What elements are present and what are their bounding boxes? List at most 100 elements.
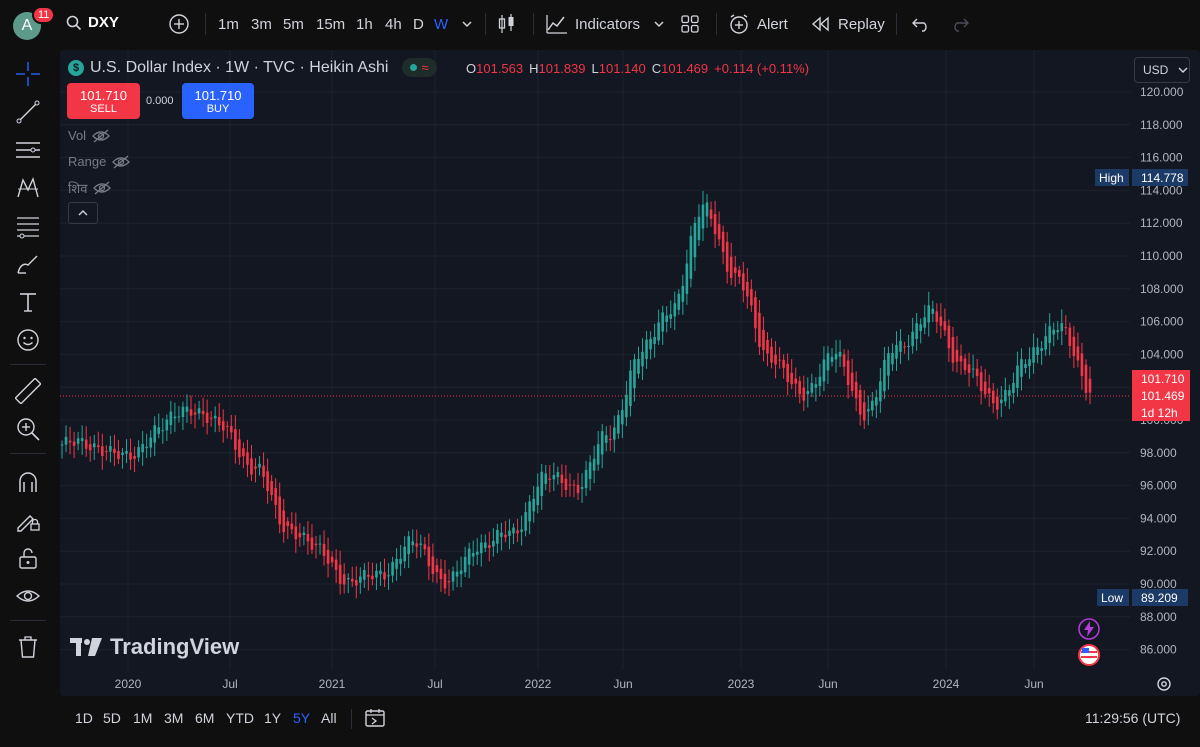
study-custom[interactable]: शिव [68, 179, 112, 197]
symbol-search[interactable]: DXY [66, 14, 119, 31]
lock-drawing-tool[interactable] [14, 506, 42, 534]
candle-body [270, 481, 273, 495]
ruler-tool[interactable] [14, 377, 42, 405]
remove-drawings-tool[interactable] [14, 633, 42, 661]
price-chart[interactable]: 120.000 118.000 116.000 114.000 112.000 110.0… [60, 50, 1200, 696]
unlock-icon [19, 548, 37, 569]
candle-body [258, 463, 261, 468]
range-ytd[interactable]: YTD [226, 710, 254, 726]
candle-body [262, 465, 265, 477]
candle-body [431, 556, 435, 574]
candle-body [629, 370, 632, 406]
layouts-button[interactable] [680, 12, 700, 36]
chart-legend: $ U.S. Dollar Index · 1W · TVC · Heikin … [68, 58, 437, 77]
range-1m[interactable]: 1M [133, 710, 153, 726]
interval-1h[interactable]: 1h [356, 15, 373, 33]
candle-body [983, 381, 987, 395]
candle-body [479, 542, 483, 554]
pattern-tool[interactable] [14, 174, 42, 202]
alert-button[interactable]: Alert [728, 12, 788, 36]
currency-selector[interactable]: USD [1134, 57, 1190, 83]
magnet-tool[interactable] [14, 468, 42, 496]
candle-body [681, 285, 685, 302]
emoji-tool[interactable] [14, 326, 42, 354]
candle-body [911, 331, 914, 347]
collapse-studies-button[interactable] [68, 202, 98, 224]
fib-tool[interactable] [14, 212, 42, 240]
indicators-button[interactable]: Indicators [546, 12, 640, 36]
zoom-tool[interactable] [14, 415, 42, 443]
text-tool[interactable] [14, 288, 42, 316]
interval-15m[interactable]: 15m [316, 15, 346, 33]
eye-off-icon[interactable] [93, 181, 112, 195]
text-icon [20, 293, 36, 312]
interval-1m[interactable]: 1m [218, 15, 239, 33]
candle-body [193, 412, 197, 415]
range-all[interactable]: All [321, 710, 337, 726]
price-tick-label: 94.000 [1140, 511, 1177, 525]
candle-body [927, 305, 931, 323]
candle-body [359, 576, 362, 583]
candle-body [153, 425, 157, 443]
legend-title[interactable]: U.S. Dollar Index · 1W · TVC · Heikin As… [90, 58, 389, 76]
lightning-icon[interactable] [1077, 617, 1101, 641]
candle-body [1016, 365, 1019, 388]
lock-all-tool[interactable] [14, 544, 42, 572]
candle-body [814, 384, 818, 388]
interval-5m[interactable]: 5m [283, 15, 304, 33]
replay-button[interactable]: Replay [811, 12, 885, 36]
candle-body [403, 546, 406, 562]
range-6m[interactable]: 6M [195, 710, 215, 726]
range-1d[interactable]: 1D [75, 710, 93, 726]
candle-body [318, 543, 322, 545]
search-icon [66, 15, 82, 30]
hide-drawings-tool[interactable] [14, 582, 42, 610]
range-3m[interactable]: 3M [164, 710, 184, 726]
candle-body [467, 548, 471, 565]
interval-w[interactable]: W [434, 15, 449, 33]
candle-body [746, 281, 749, 297]
candle-body [266, 471, 269, 491]
trend-line-tool[interactable] [14, 98, 42, 126]
candle-body [92, 443, 96, 448]
eye-off-icon[interactable] [112, 155, 131, 169]
candle-body [641, 351, 644, 367]
candle-body [806, 391, 810, 395]
brush-tool[interactable] [14, 250, 42, 278]
candle-body [101, 446, 104, 456]
eye-off-icon[interactable] [92, 129, 110, 143]
sell-button[interactable]: 101.710 SELL [67, 83, 140, 119]
range-1y[interactable]: 1Y [264, 710, 282, 726]
compare-symbol-button[interactable] [168, 12, 190, 36]
market-status-badge[interactable]: ≈ [402, 58, 437, 77]
toolbar-divider [10, 364, 46, 365]
candle-body [209, 417, 213, 419]
interval-4h[interactable]: 4h [385, 15, 402, 33]
horizontal-lines-tool[interactable] [14, 136, 42, 164]
range-5y[interactable]: 5Y [293, 710, 311, 726]
close-label: C [651, 61, 662, 76]
redo-button[interactable] [950, 12, 970, 36]
interval-dropdown[interactable] [461, 12, 473, 36]
clock-timezone[interactable]: 11:29:56 (UTC) [1085, 710, 1181, 726]
gear-icon[interactable] [1155, 675, 1173, 693]
candle-body [919, 324, 922, 332]
range-5d[interactable]: 5D [103, 710, 121, 726]
candle-body [923, 317, 927, 328]
candle-body [213, 415, 217, 419]
interval-d[interactable]: D [413, 15, 424, 33]
candle-body [625, 394, 628, 418]
buy-button[interactable]: 101.710 BUY [182, 83, 254, 119]
study-range[interactable]: Range [68, 154, 131, 169]
study-vol[interactable]: Vol [68, 128, 110, 143]
undo-button[interactable] [911, 12, 931, 36]
candle-body [701, 204, 705, 229]
crosshair-tool[interactable] [14, 60, 42, 88]
interval-3m[interactable]: 3m [251, 15, 272, 33]
go-to-date-icon[interactable] [364, 707, 386, 729]
indicators-dropdown[interactable] [653, 12, 665, 36]
chart-type-button[interactable] [497, 12, 517, 36]
candle-body [492, 540, 495, 547]
us-flag-icon[interactable] [1077, 643, 1103, 667]
chart-pane[interactable]: 120.000 118.000 116.000 114.000 112.000 110.0… [60, 50, 1200, 696]
